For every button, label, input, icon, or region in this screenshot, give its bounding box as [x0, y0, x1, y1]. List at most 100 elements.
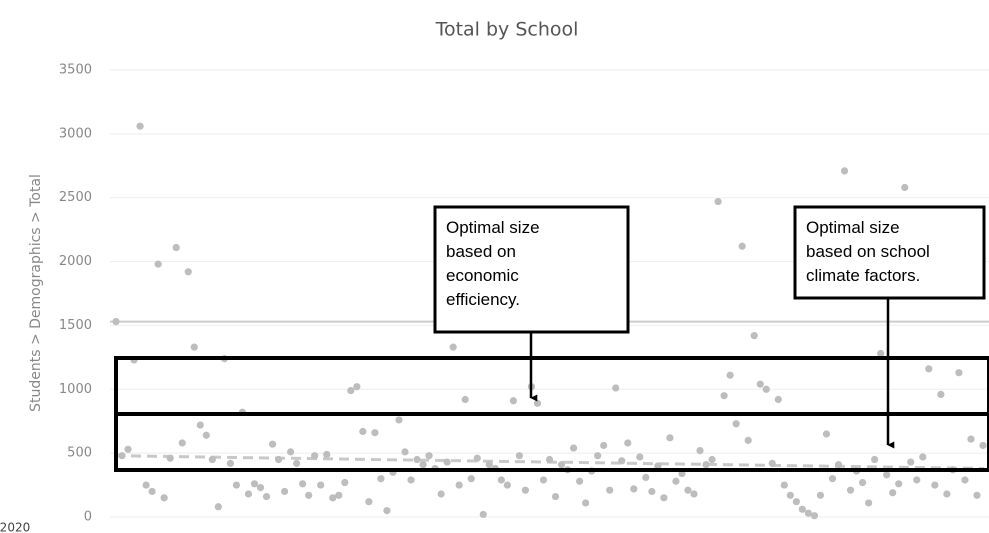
annotation-text: based on school	[806, 242, 930, 261]
point	[202, 431, 210, 439]
point	[600, 441, 608, 450]
point	[708, 455, 716, 464]
point	[497, 476, 505, 484]
point	[780, 481, 788, 489]
point	[919, 453, 927, 461]
point	[250, 480, 259, 488]
point	[323, 450, 331, 459]
point	[961, 476, 969, 484]
annotation-text: Optimal size	[806, 218, 900, 237]
point	[624, 439, 632, 447]
point	[714, 197, 722, 206]
point	[341, 478, 349, 487]
point	[533, 399, 542, 407]
point	[895, 480, 903, 488]
point	[539, 476, 548, 484]
point	[262, 492, 271, 501]
point	[967, 435, 975, 443]
point	[178, 439, 186, 447]
point	[822, 430, 831, 438]
y-tick-label: 1500	[59, 318, 92, 333]
annotation-text: efficiency.	[446, 290, 520, 309]
point	[503, 481, 511, 489]
point	[636, 453, 644, 461]
point	[311, 452, 319, 460]
point	[828, 475, 837, 483]
point	[612, 384, 620, 392]
y-tick-label: 2000	[59, 254, 92, 269]
point	[883, 471, 891, 479]
point	[804, 509, 812, 517]
y-tick-label: 1000	[59, 382, 92, 397]
point	[834, 461, 843, 469]
point	[232, 481, 241, 489]
point	[353, 383, 361, 391]
point	[569, 444, 578, 452]
point	[955, 369, 963, 377]
plot-area: 0 500 1000 1500 2000 2500 3000 3500	[59, 63, 989, 525]
point	[479, 510, 487, 519]
point	[973, 491, 981, 499]
point	[889, 489, 897, 497]
y-axis-label: Students > Demographics > Total	[28, 174, 44, 412]
point	[443, 458, 451, 466]
point	[744, 436, 752, 444]
point	[280, 487, 289, 496]
point	[594, 452, 602, 460]
point	[329, 494, 337, 502]
point	[858, 478, 867, 487]
point	[383, 507, 391, 515]
chart-title: Total by School	[435, 19, 579, 41]
point	[515, 452, 523, 460]
point	[154, 260, 162, 268]
point	[666, 434, 674, 442]
point	[142, 481, 150, 489]
point	[226, 459, 234, 467]
point	[190, 343, 198, 351]
point	[720, 392, 728, 400]
point	[582, 499, 590, 507]
y-tick-label: 2500	[59, 190, 92, 205]
point	[473, 454, 481, 462]
point	[606, 486, 614, 494]
point	[196, 421, 204, 429]
point	[401, 448, 409, 456]
point	[214, 503, 222, 511]
point	[425, 452, 433, 460]
point	[732, 420, 740, 428]
point	[979, 441, 987, 450]
point	[365, 498, 373, 506]
annotation-text: economic	[446, 266, 519, 285]
point	[648, 487, 656, 496]
point	[347, 386, 355, 395]
point	[756, 380, 764, 388]
point	[810, 512, 819, 520]
point	[576, 477, 584, 485]
point	[124, 445, 132, 453]
point	[738, 242, 746, 250]
point	[208, 455, 216, 464]
point	[184, 268, 192, 276]
point	[437, 490, 445, 498]
y-tick-label: 3500	[59, 63, 92, 78]
point	[359, 427, 367, 436]
point	[136, 122, 144, 130]
annotation-text: based on	[446, 242, 516, 261]
point	[455, 481, 463, 489]
point	[865, 499, 873, 507]
point	[461, 395, 469, 404]
point	[287, 448, 295, 456]
point	[816, 491, 825, 499]
point	[672, 477, 680, 485]
point	[702, 461, 710, 469]
point	[871, 455, 879, 464]
point	[335, 491, 343, 499]
point	[913, 476, 921, 484]
point	[750, 332, 758, 340]
y-tick-label: 3000	[59, 126, 92, 141]
footer-text: 5/2020	[0, 521, 30, 533]
point	[521, 486, 530, 494]
point	[485, 461, 493, 469]
point	[545, 455, 554, 464]
